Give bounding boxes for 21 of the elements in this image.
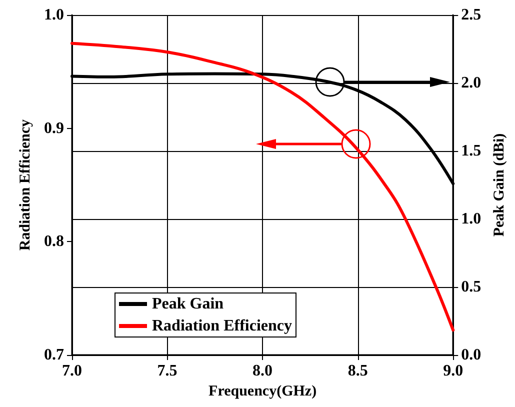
y2-tick-label: 2.5 [461, 6, 482, 24]
y-tick-label: 1.0 [44, 6, 64, 24]
legend-label: Peak Gain [152, 296, 224, 312]
y-axis-title: Radiation Efficiency [18, 118, 34, 251]
x-tick-label: 7.5 [157, 362, 178, 380]
y2-tick-label: 0.0 [461, 346, 482, 364]
y2-axis-title: Peak Gain (dBi) [492, 133, 508, 237]
line-series [70, 42, 455, 332]
y-tick-label: 0.7 [44, 346, 64, 364]
x-tick-label: 9.0 [443, 362, 464, 380]
y2-tick-label: 2.0 [461, 74, 482, 92]
x-tick-label: 8.5 [348, 362, 368, 380]
y-tick-label: 0.9 [44, 120, 64, 137]
x-tick-label: 8.0 [252, 362, 273, 380]
x-tick-label: 7.0 [62, 362, 82, 380]
legend-label: Radiation Efficiency [152, 318, 292, 334]
y2-tick-label: 1.0 [461, 210, 482, 228]
y-tick-label: 0.8 [44, 233, 64, 250]
y2-tick-label: 0.5 [461, 278, 482, 296]
y2-tick-label: 1.5 [461, 142, 482, 160]
x-axis-title: Frequency(GHz) [208, 383, 317, 400]
